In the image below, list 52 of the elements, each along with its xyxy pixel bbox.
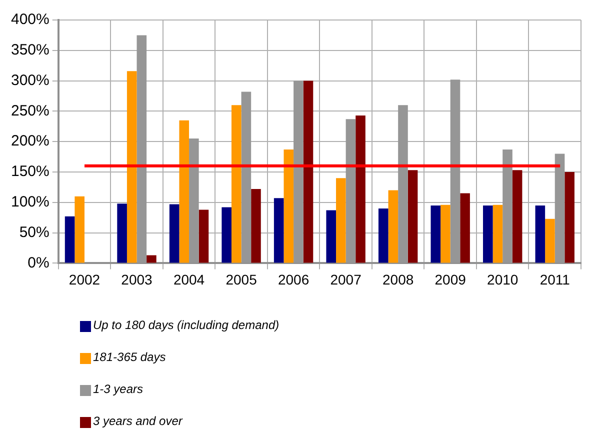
- legend-label: 1-3 years: [93, 382, 144, 396]
- y-tick-label: 250%: [10, 102, 50, 120]
- x-tick-label: 2006: [278, 271, 310, 288]
- bar: [222, 207, 232, 263]
- y-tick-label: 0%: [28, 254, 50, 272]
- x-tick-label: 2008: [382, 271, 414, 288]
- bar: [146, 255, 156, 263]
- bar: [460, 193, 470, 263]
- y-tick-label: 400%: [10, 11, 50, 28]
- bar: [231, 105, 242, 263]
- bar: [179, 120, 190, 263]
- bar: [408, 170, 418, 263]
- bar: [535, 205, 546, 263]
- bar: [430, 205, 441, 263]
- bar: [274, 198, 284, 263]
- x-tick-label: 2009: [434, 271, 466, 288]
- bar: [284, 150, 294, 263]
- bar: [303, 80, 314, 263]
- legend-label: 181-365 days: [93, 350, 166, 364]
- bar: [388, 190, 398, 263]
- bar: [545, 218, 555, 263]
- bar: [512, 170, 522, 263]
- x-tick-label: 2003: [121, 271, 153, 288]
- x-tick-label: 2005: [226, 271, 258, 288]
- legend-label: Up to 180 days (including demand): [93, 318, 280, 332]
- y-tick-label: 350%: [10, 42, 50, 59]
- bar: [126, 71, 137, 263]
- bar: [483, 205, 493, 263]
- bar: [74, 196, 84, 263]
- y-tick-label: 150%: [10, 163, 50, 180]
- y-tick-label: 50%: [19, 224, 50, 241]
- x-tick-label: 2004: [173, 271, 205, 288]
- x-tick-label: 2007: [330, 271, 362, 288]
- legend-label: 3 years and over: [93, 414, 182, 428]
- bar: [356, 115, 366, 263]
- bar: [492, 204, 503, 263]
- bar: [117, 204, 127, 263]
- bar: [336, 178, 346, 263]
- bar: [326, 210, 336, 263]
- y-tick-label: 200%: [10, 132, 50, 150]
- bar: [440, 204, 450, 263]
- bar: [169, 204, 180, 263]
- bar: [64, 216, 75, 263]
- x-tick-label: 2010: [487, 271, 518, 288]
- bar: [564, 172, 574, 263]
- x-tick-label: 2002: [68, 271, 100, 288]
- bar: [251, 189, 261, 263]
- y-tick-label: 300%: [10, 72, 50, 89]
- y-tick-label: 100%: [10, 194, 50, 211]
- bar: [198, 210, 209, 263]
- bar: [378, 208, 388, 263]
- x-tick-label: 2011: [540, 271, 570, 288]
